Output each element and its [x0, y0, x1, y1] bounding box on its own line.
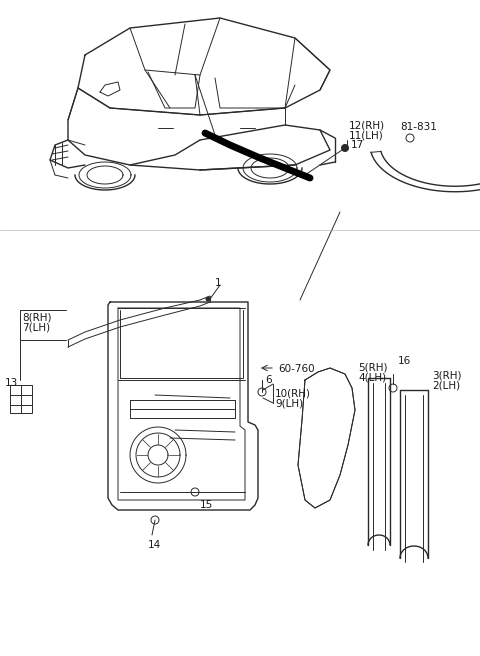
Text: 8(RH): 8(RH) [22, 313, 51, 323]
Text: 1: 1 [215, 278, 222, 288]
Text: 15: 15 [200, 500, 213, 510]
Circle shape [341, 144, 348, 152]
Text: 9(LH): 9(LH) [275, 399, 303, 409]
Text: 7(LH): 7(LH) [22, 323, 50, 333]
Text: 16: 16 [398, 356, 411, 366]
Text: 5(RH): 5(RH) [358, 363, 387, 373]
Text: 11(LH): 11(LH) [349, 130, 384, 140]
Text: 60-760: 60-760 [278, 364, 314, 374]
Text: 13: 13 [5, 378, 18, 388]
Text: 14: 14 [148, 540, 161, 550]
Text: 2(LH): 2(LH) [432, 380, 460, 390]
Text: 10(RH): 10(RH) [275, 388, 311, 398]
Text: 17: 17 [351, 140, 364, 150]
Text: 4(LH): 4(LH) [358, 373, 386, 383]
Circle shape [206, 297, 210, 301]
Text: 12(RH): 12(RH) [349, 120, 385, 130]
Text: 3(RH): 3(RH) [432, 370, 461, 380]
Text: 6: 6 [265, 375, 272, 385]
Text: 81-831: 81-831 [400, 122, 437, 132]
